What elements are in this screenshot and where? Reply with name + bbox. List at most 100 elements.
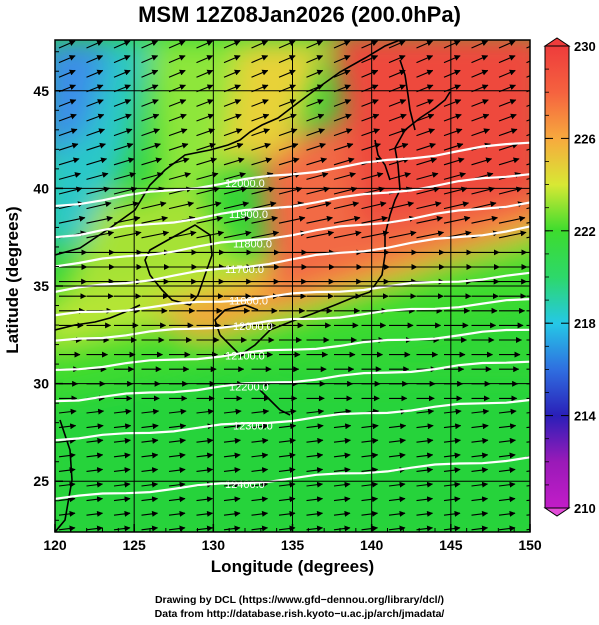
wind-arrow [333, 40, 351, 49]
wind-arrow [361, 467, 379, 474]
wind-arrow [113, 186, 138, 195]
wind-arrow [251, 157, 273, 166]
x-tick-label: 120 [43, 537, 67, 553]
wind-arrow [58, 40, 76, 49]
wind-arrow [388, 423, 407, 430]
wind-arrow [141, 452, 159, 459]
wind-arrow [251, 423, 269, 430]
wind-arrow [361, 55, 379, 64]
wind-arrow [168, 437, 186, 444]
wind-arrow [141, 55, 159, 64]
wind-arrow [498, 40, 516, 49]
wind-arrow [86, 201, 112, 210]
wind-arrow [388, 496, 406, 503]
wind-arrow [443, 215, 471, 224]
wind-arrow [113, 510, 131, 517]
wind-arrow [168, 510, 186, 517]
wind-arrow [333, 496, 351, 503]
wind-arrow [388, 525, 406, 532]
y-tick-label: 45 [33, 83, 49, 99]
wind-arrow [333, 423, 352, 430]
wind-arrow [168, 408, 187, 415]
wind-arrow [388, 40, 406, 49]
wind-arrow [223, 55, 241, 64]
wind-arrow [388, 452, 406, 459]
wind-arrow [58, 69, 76, 78]
wind-arrow [223, 40, 241, 49]
wind-arrow [361, 40, 379, 49]
wind-arrow [306, 55, 324, 64]
wind-arrow [361, 113, 380, 122]
wind-arrow [141, 157, 163, 166]
y-tick-label: 25 [33, 473, 49, 489]
wind-arrow [86, 423, 104, 430]
wind-arrow [333, 142, 354, 151]
wind-arrow [361, 142, 381, 151]
wind-arrow [278, 128, 298, 137]
wind-arrow [223, 230, 252, 239]
wind-arrow [223, 452, 241, 459]
colorbar-tick-label: 218 [574, 316, 596, 331]
wind-arrow [416, 172, 439, 180]
wind-arrow [416, 408, 435, 415]
wind-arrow [196, 99, 214, 107]
wind-arrow [223, 423, 242, 430]
wind-arrow [443, 525, 461, 532]
wind-arrow [113, 423, 132, 430]
wind-arrow [223, 215, 251, 224]
wind-arrow [498, 437, 516, 444]
wind-arrow [278, 113, 297, 122]
wind-arrow [168, 128, 188, 137]
wind-arrow [361, 128, 380, 137]
axis-ticks: 120 125 130 135 140 145 150 25 30 35 40 45 [33, 51, 542, 553]
wind-arrow [526, 441, 530, 443]
wind-arrow [251, 69, 269, 78]
x-tick-label: 130 [202, 537, 226, 553]
wind-arrow [333, 157, 355, 166]
wind-arrow [471, 496, 489, 503]
wind-arrow [58, 525, 76, 532]
wind-arrow [443, 452, 461, 459]
wind-arrow [306, 186, 330, 195]
wind-arrow [251, 437, 269, 444]
wind-arrow [361, 172, 384, 180]
wind-arrow [113, 55, 131, 64]
wind-arrow [113, 230, 142, 239]
wind-arrow [498, 496, 516, 503]
wind-arrow [471, 201, 497, 210]
wind-arrow [416, 55, 434, 64]
wind-arrow [361, 215, 388, 224]
map-title: MSM 12Z08Jan2026 (200.0hPa) [138, 2, 461, 27]
wind-arrow [498, 423, 517, 430]
wind-arrow [416, 113, 435, 122]
wind-arrow [388, 201, 415, 210]
wind-arrow [306, 437, 324, 444]
wind-arrow [223, 496, 241, 503]
wind-arrow [196, 467, 214, 474]
wind-arrow [141, 113, 160, 122]
x-tick-label: 145 [439, 537, 463, 553]
contour-label: 11800.0 [229, 296, 268, 308]
wind-arrow [58, 408, 77, 415]
wind-arrow [196, 186, 220, 195]
wind-arrow [141, 201, 167, 210]
y-tick-label: 30 [33, 376, 49, 392]
wind-arrow [526, 60, 530, 64]
wind-arrow [498, 186, 523, 195]
wind-arrow [86, 172, 109, 180]
wind-arrow [223, 201, 250, 210]
colorbar-tick-label: 222 [574, 224, 596, 239]
wind-arrow [416, 496, 434, 503]
wind-arrow [498, 69, 516, 78]
wind-arrow [361, 496, 379, 503]
wind-arrow [526, 470, 530, 472]
wind-arrow [141, 423, 159, 430]
wind-arrow [86, 40, 104, 49]
wind-arrow [306, 172, 329, 180]
wind-arrow [251, 99, 269, 107]
wind-arrow [333, 510, 351, 517]
wind-arrow [168, 40, 186, 49]
wind-arrow [196, 215, 223, 224]
contour-label: 11700.0 [225, 264, 264, 276]
wind-arrow [306, 142, 326, 151]
